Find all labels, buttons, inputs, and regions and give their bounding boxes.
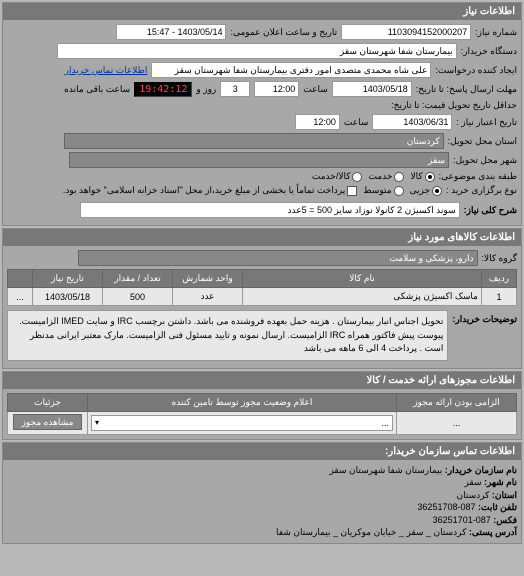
validity-date: 1403/06/31: [372, 114, 452, 130]
addr-label: آدرس پستی:: [469, 527, 517, 537]
addr-value: کردستان _ سقز _ خیابان موکریان _ بیمارست…: [276, 527, 466, 537]
col-unit: واحد شمارش: [173, 270, 243, 288]
radio-khedmat[interactable]: [394, 172, 404, 182]
col-qty: تعداد / مقدار: [103, 270, 173, 288]
aprov-label: استان:: [492, 490, 517, 500]
time-label1: ساعت: [303, 84, 328, 95]
fax-label: فکس:: [493, 515, 517, 525]
time-label2: ساعت: [344, 117, 369, 128]
req-num-label: شماره نیاز:: [475, 27, 517, 38]
phone-value: 087-36251708: [417, 502, 475, 512]
view-permit-button[interactable]: مشاهده مجوز: [13, 414, 83, 430]
pcol-status: اعلام وضعیت مجوز توسط تامین کننده: [88, 393, 397, 411]
radio-kala-label: کالا: [410, 171, 422, 182]
group-value: دارو، پزشکی و سلامت: [78, 250, 478, 266]
checkbox-asnad-label: پرداخت تماماً یا بخشی از مبلغ خرید،از مح…: [63, 185, 345, 196]
cell-qty: 500: [103, 288, 173, 306]
city: سقز: [69, 152, 449, 168]
radio-jozi-label: جزیی: [410, 185, 431, 196]
cell-idx: 1: [482, 288, 517, 306]
acity-value: سقز: [464, 477, 481, 487]
deadline-date: 1403/05/18: [332, 81, 412, 97]
permit-row: ... ...▾ مشاهده مجوز: [8, 411, 517, 434]
panel3-header: اطلاعات مجوزهای ارائه خدمت / کالا: [3, 372, 521, 389]
buyer-org: بیمارستان شفا شهرستان سقز: [57, 43, 457, 59]
min-deliver-label: حداقل تاریخ تحویل قیمت: تا تاریخ:: [391, 100, 517, 111]
contact-link[interactable]: اطلاعات تماس خریدار: [65, 65, 148, 76]
pcol-mandatory: الزامی بودن ارائه مجوز: [397, 393, 517, 411]
radio-motavaset[interactable]: [394, 186, 404, 196]
days-label: روز و: [196, 84, 216, 95]
cell-name: ماسک اکسیژن پزشکی: [243, 288, 482, 306]
permits-table: الزامی بودن ارائه مجوز اعلام وضعیت مجوز …: [7, 393, 517, 435]
days-remain: 3: [220, 81, 250, 97]
col-date: تاریخ نیاز: [33, 270, 103, 288]
cell-details[interactable]: ...: [8, 288, 33, 306]
province-label: استان محل تحویل:: [448, 136, 517, 147]
radio-both-label: کالا/خدمت: [312, 171, 351, 182]
pcol-details: جزئیات: [8, 393, 88, 411]
purchase-type-label: نوع برگزاری خرید :: [446, 185, 517, 196]
radio-kala[interactable]: [425, 172, 435, 182]
panel1-header: اطلاعات نیاز: [3, 3, 521, 20]
class-radio-group: کالا خدمت کالا/خدمت: [312, 171, 435, 182]
fax-value: 087-36251701: [433, 515, 491, 525]
contact-block: نام سازمان خریدار: بیمارستان شفا شهرستان…: [3, 460, 521, 544]
desc-label: شرح کلی نیاز:: [464, 205, 517, 216]
class-label: طبقه بندی موضوعی:: [439, 171, 517, 182]
validity-time: 12:00: [295, 114, 340, 130]
col-idx: ردیف: [482, 270, 517, 288]
countdown-timer: 19:42:12: [134, 82, 192, 97]
cell-unit: عدد: [173, 288, 243, 306]
buyer-org-label: دستگاه خریدار:: [461, 46, 517, 57]
deadline-time: 12:00: [254, 81, 299, 97]
items-table: ردیف نام کالا واحد شمارش تعداد / مقدار ت…: [7, 269, 517, 306]
pcell-status[interactable]: ...▾: [88, 411, 397, 434]
req-num: 1103094152000207: [341, 24, 471, 40]
validity-label: تاریخ اعتبار نیاز :: [456, 117, 517, 128]
province: کردستان: [64, 133, 444, 149]
radio-motavaset-label: متوسط: [363, 185, 391, 196]
creator-label: ایجاد کننده درخواست:: [435, 65, 517, 76]
col-name: نام کالا: [243, 270, 482, 288]
cell-date: 1403/05/18: [33, 288, 103, 306]
group-label: گروه کالا:: [482, 253, 517, 264]
pcell-mandatory: ...: [397, 411, 517, 434]
acity-label: نام شهر:: [484, 477, 517, 487]
panel2-header: اطلاعات کالاهای مورد نیاز: [3, 229, 521, 246]
chevron-down-icon: ▾: [95, 418, 99, 427]
org-value: بیمارستان شفا شهرستان سقز: [329, 465, 442, 475]
aprov-value: کردستان: [457, 490, 490, 500]
radio-both[interactable]: [352, 172, 362, 182]
city-label: شهر محل تحویل:: [453, 155, 517, 166]
remain-label: ساعت باقی مانده: [64, 84, 130, 95]
buyer-note: تحویل اجناس انبار بیمارستان . هزینه حمل …: [7, 310, 448, 361]
date-label: تاریخ و ساعت اعلان عمومی:: [230, 27, 337, 38]
desc-value: سوند اکسیژن 2 کانولا نوزاد سایز 500 = 5ع…: [80, 202, 460, 218]
radio-khedmat-label: خدمت: [368, 171, 392, 182]
panel4-header: اطلاعات تماس سازمان خریدار:: [3, 443, 521, 460]
org-label: نام سازمان خریدار:: [445, 465, 517, 475]
purchase-radio-group: جزیی متوسط پرداخت تماماً یا بخشی از مبلغ…: [63, 185, 442, 196]
col-det: [8, 270, 33, 288]
phone-label: تلفن ثابت:: [478, 502, 517, 512]
creator: علی شاه محمدی متصدی امور دفتری بیمارستان…: [151, 62, 431, 78]
table-row: 1 ماسک اکسیژن پزشکی عدد 500 1403/05/18 .…: [8, 288, 517, 306]
checkbox-asnad[interactable]: [347, 186, 357, 196]
note-label: توضیحات خریدار:: [452, 310, 517, 325]
date-value: 1403/05/14 - 15:47: [116, 24, 226, 40]
radio-jozi[interactable]: [432, 186, 442, 196]
deadline-label: مهلت ارسال پاسخ: تا تاریخ:: [416, 84, 517, 95]
